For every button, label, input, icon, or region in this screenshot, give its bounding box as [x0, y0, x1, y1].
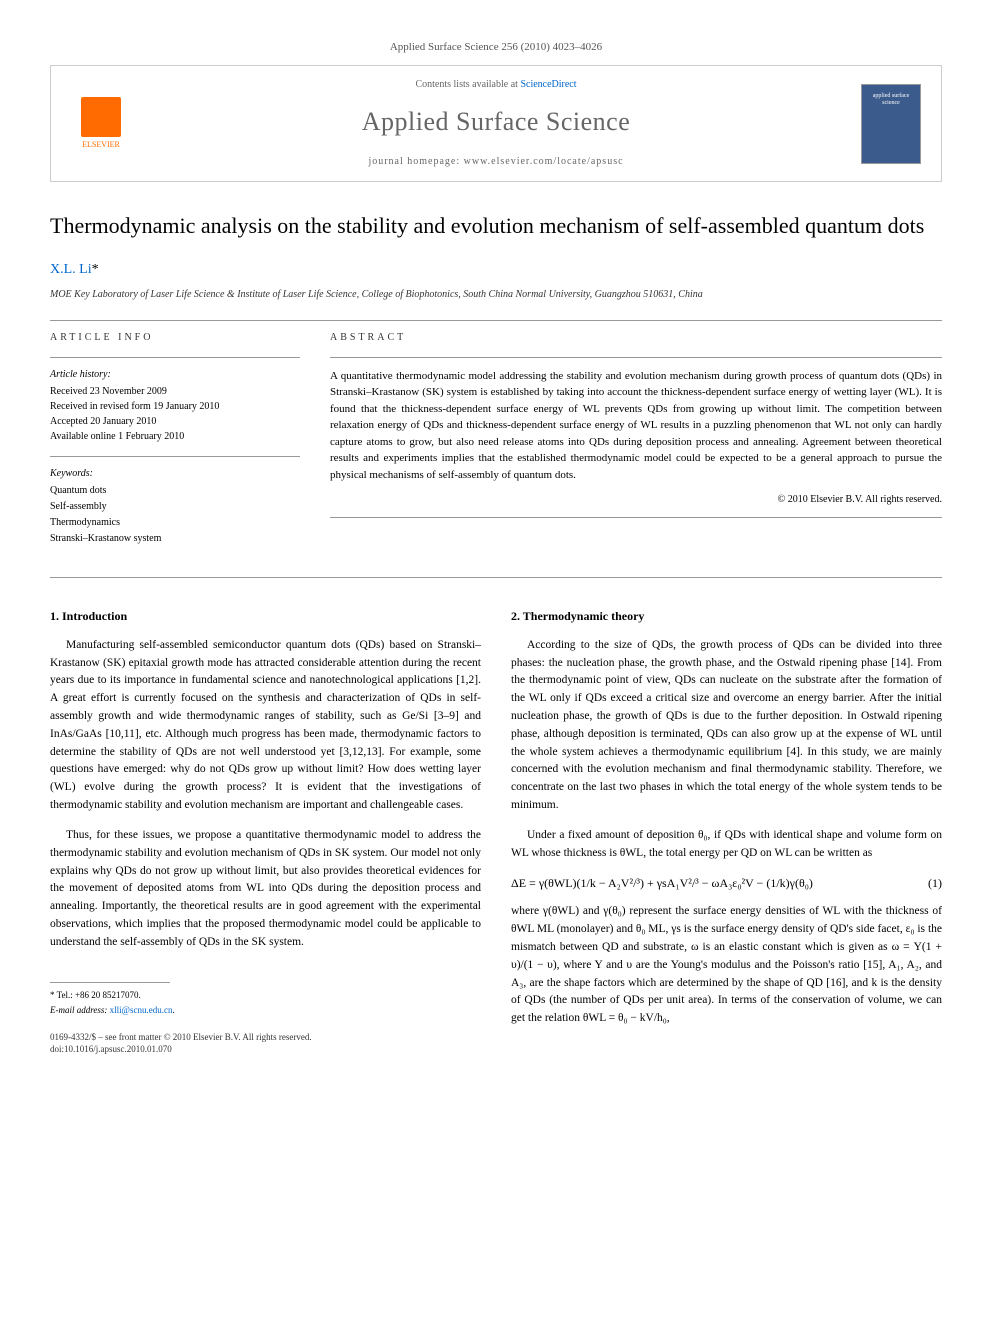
section-1-paragraph-1: Manufacturing self-assembled semiconduct…	[50, 637, 481, 815]
abstract-text: A quantitative thermodynamic model addre…	[330, 368, 942, 484]
journal-homepage-line: journal homepage: www.elsevier.com/locat…	[131, 155, 861, 169]
front-matter-copyright: 0169-4332/$ – see front matter © 2010 El…	[50, 1031, 481, 1056]
keyword-2: Self-assembly	[50, 499, 300, 515]
author-marker: *	[92, 262, 99, 277]
homepage-prefix: journal homepage:	[368, 156, 463, 167]
journal-name: Applied Surface Science	[131, 104, 861, 140]
header-center: Contents lists available at ScienceDirec…	[131, 78, 861, 168]
corresponding-tel: * Tel.: +86 20 85217070.	[50, 989, 481, 1002]
divider-mid	[50, 577, 942, 578]
cover-title-text: applied surface science	[866, 93, 916, 107]
article-info-heading: ARTICLE INFO	[50, 331, 300, 345]
info-divider-2	[50, 456, 300, 457]
equation-1: ΔE = γ(θWL)(1/k − A₂V²/³) + γsA₁V²/³ − ω…	[511, 875, 912, 892]
section-2-paragraph-2: Under a fixed amount of deposition θ₀, i…	[511, 827, 942, 863]
keyword-1: Quantum dots	[50, 483, 300, 499]
abstract-divider-bottom	[330, 517, 942, 518]
right-column: 2. Thermodynamic theory According to the…	[511, 608, 942, 1056]
section-2-paragraph-1: According to the size of QDs, the growth…	[511, 637, 942, 815]
keywords-label: Keywords:	[50, 467, 300, 481]
history-dates: Received 23 November 2009 Received in re…	[50, 384, 300, 444]
info-abstract-row: ARTICLE INFO Article history: Received 2…	[50, 331, 942, 547]
elsevier-label: ELSEVIER	[82, 139, 120, 150]
contents-available-line: Contents lists available at ScienceDirec…	[131, 78, 861, 92]
section-1-paragraph-2: Thus, for these issues, we propose a qua…	[50, 827, 481, 952]
article-title: Thermodynamic analysis on the stability …	[50, 212, 942, 241]
section-2-paragraph-3: where γ(θWL) and γ(θ₀) represent the sur…	[511, 903, 942, 1028]
email-label: E-mail address:	[50, 1005, 110, 1015]
journal-cover-thumbnail: applied surface science	[861, 84, 921, 164]
revised-date: Received in revised form 19 January 2010	[50, 399, 300, 414]
corresponding-email-line: E-mail address: xlli@scnu.edu.cn.	[50, 1004, 481, 1017]
journal-header-box: ELSEVIER Contents lists available at Sci…	[50, 65, 942, 181]
running-header: Applied Surface Science 256 (2010) 4023–…	[50, 40, 942, 55]
abstract-heading: ABSTRACT	[330, 331, 942, 345]
section-2-heading: 2. Thermodynamic theory	[511, 608, 942, 625]
abstract-column: ABSTRACT A quantitative thermodynamic mo…	[330, 331, 942, 547]
abstract-copyright: © 2010 Elsevier B.V. All rights reserved…	[330, 493, 942, 507]
keyword-3: Thermodynamics	[50, 515, 300, 531]
equation-1-row: ΔE = γ(θWL)(1/k − A₂V²/³) + γsA₁V²/³ − ω…	[511, 875, 942, 892]
history-label: Article history:	[50, 368, 300, 382]
sciencedirect-link[interactable]: ScienceDirect	[520, 79, 576, 90]
email-link[interactable]: xlli@scnu.edu.cn	[110, 1005, 173, 1015]
contents-prefix: Contents lists available at	[415, 79, 520, 90]
elsevier-logo: ELSEVIER	[71, 94, 131, 154]
doi-line: doi:10.1016/j.apsusc.2010.01.070	[50, 1043, 481, 1056]
elsevier-tree-icon	[81, 97, 121, 137]
keyword-4: Stranski–Krastanow system	[50, 531, 300, 547]
info-divider-1	[50, 357, 300, 358]
affiliation: MOE Key Laboratory of Laser Life Science…	[50, 288, 942, 302]
author-name-link[interactable]: X.L. Li	[50, 262, 92, 277]
accepted-date: Accepted 20 January 2010	[50, 414, 300, 429]
left-column: 1. Introduction Manufacturing self-assem…	[50, 608, 481, 1056]
divider-top	[50, 320, 942, 321]
section-1-heading: 1. Introduction	[50, 608, 481, 625]
homepage-url: www.elsevier.com/locate/apsusc	[464, 156, 624, 167]
article-info-column: ARTICLE INFO Article history: Received 2…	[50, 331, 300, 547]
online-date: Available online 1 February 2010	[50, 429, 300, 444]
footnote-divider	[50, 982, 170, 983]
main-two-column-body: 1. Introduction Manufacturing self-assem…	[50, 608, 942, 1056]
abstract-divider	[330, 357, 942, 358]
author-line: X.L. Li*	[50, 260, 942, 280]
received-date: Received 23 November 2009	[50, 384, 300, 399]
issn-line: 0169-4332/$ – see front matter © 2010 El…	[50, 1031, 481, 1044]
keywords-list: Quantum dots Self-assembly Thermodynamic…	[50, 483, 300, 547]
equation-1-number: (1)	[912, 875, 942, 892]
